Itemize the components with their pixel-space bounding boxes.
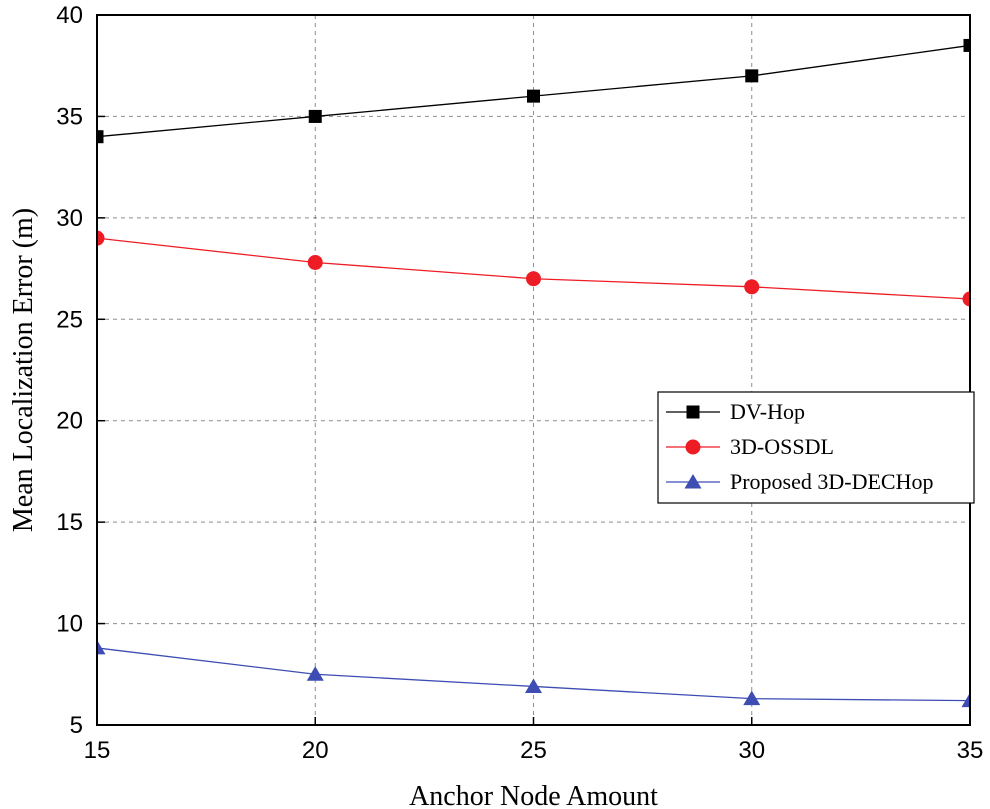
x-axis-title: Anchor Node Amount bbox=[409, 781, 658, 809]
data-point-proposed-3d-dechop bbox=[525, 678, 542, 693]
data-point-3d-ossdl bbox=[744, 279, 760, 295]
data-point-dv-hop bbox=[745, 69, 759, 83]
legend-label-dv-hop: DV-Hop bbox=[730, 399, 805, 424]
series-layer bbox=[97, 38, 970, 708]
data-point-dv-hop bbox=[97, 130, 104, 144]
x-tick-label: 30 bbox=[738, 737, 765, 764]
y-tick-label: 20 bbox=[56, 408, 83, 435]
y-tick-label: 35 bbox=[56, 103, 83, 130]
series-3d-ossdl bbox=[97, 230, 970, 307]
data-point-3d-ossdl bbox=[97, 230, 105, 246]
x-tick-label: 15 bbox=[84, 737, 111, 764]
data-point-proposed-3d-dechop bbox=[961, 692, 970, 708]
y-tick-label: 15 bbox=[56, 509, 83, 536]
legend-label-3d-ossdl: 3D-OSSDL bbox=[730, 434, 834, 459]
data-point-proposed-3d-dechop bbox=[743, 690, 761, 706]
x-tick-label: 25 bbox=[520, 737, 547, 764]
series-proposed-3d-dechop bbox=[97, 639, 970, 708]
data-point-proposed-3d-dechop bbox=[306, 666, 324, 681]
x-axis-ticks: 15 20 25 30 35 bbox=[84, 717, 984, 764]
data-point-3d-ossdl bbox=[962, 291, 970, 307]
y-tick-label: 5 bbox=[70, 712, 83, 739]
grid bbox=[96, 14, 971, 726]
legend-marker-dv-hop bbox=[686, 405, 700, 419]
x-tick-label: 35 bbox=[957, 737, 984, 764]
data-point-dv-hop bbox=[308, 109, 322, 123]
y-axis-ticks: 5 10 15 20 25 30 35 40 bbox=[56, 2, 105, 739]
legend-marker-3d-ossdl bbox=[685, 439, 701, 455]
series-dv-hop bbox=[97, 38, 970, 144]
y-tick-label: 40 bbox=[56, 2, 83, 29]
y-tick-label: 10 bbox=[56, 611, 83, 638]
legend: DV-Hop 3D-OSSDL Proposed 3D-DECHop bbox=[657, 391, 975, 504]
x-tick-label: 20 bbox=[302, 737, 329, 764]
y-axis-title: Mean Localization Error (m) bbox=[8, 208, 39, 532]
data-point-3d-ossdl bbox=[307, 254, 323, 270]
y-tick-label: 30 bbox=[56, 205, 83, 232]
legend-marker-proposed-3d-dechop bbox=[684, 474, 702, 489]
y-tick-label: 25 bbox=[56, 306, 83, 333]
data-point-proposed-3d-dechop bbox=[97, 639, 106, 655]
legend-label-proposed-3d-dechop: Proposed 3D-DECHop bbox=[730, 469, 934, 494]
data-point-dv-hop bbox=[963, 38, 970, 52]
data-point-3d-ossdl bbox=[526, 271, 541, 287]
data-point-dv-hop bbox=[527, 89, 540, 103]
